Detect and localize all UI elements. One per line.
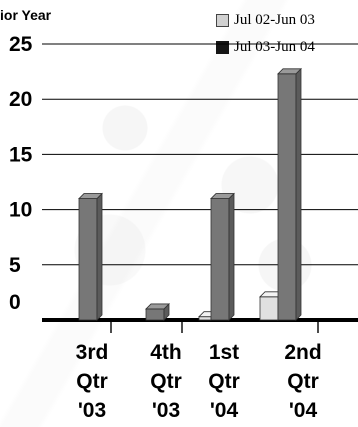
y-tick-label-10: 10 (9, 199, 32, 222)
x-category-label-3-line-2: Qtr (208, 370, 240, 393)
bar-side-series-2-category-1 (96, 192, 103, 321)
bar-side-series-2-category-4 (295, 67, 302, 321)
x-category-label-2-line-2: Qtr (150, 370, 182, 393)
x-category-label-4-line-3: '04 (289, 399, 318, 422)
bar-series-1-category-3 (198, 316, 212, 321)
bar-top-series-2-category-3 (210, 193, 235, 199)
bar-series-2-category-1 (78, 198, 98, 321)
x-category-label-2-line-3: '03 (152, 399, 180, 422)
bar-top-series-2-category-4 (277, 68, 302, 75)
x-category-label-3-line-3: '04 (210, 399, 239, 422)
x-category-label-1-line-1: 3rd (76, 341, 109, 364)
legend-label-series-1: Jul 02-Jun 03 (234, 12, 315, 28)
legend-item-series-1: Jul 02-Jun 03 (216, 7, 315, 34)
legend: Jul 02-Jun 03 Jul 03-Jun 04 (216, 7, 315, 61)
y-tick-label-0: 0 (9, 291, 21, 314)
legend-swatch-series-1 (216, 14, 229, 27)
bar-series-1-category-4 (259, 296, 279, 321)
bar-side-series-2-category-3 (228, 192, 235, 321)
y-tick-label-25: 25 (9, 33, 33, 56)
bar-series-2-category-2 (145, 308, 165, 321)
x-category-label-4-line-1: 2nd (284, 341, 321, 364)
x-category-label-1-line-2: Qtr (76, 370, 108, 393)
bar-series-2-category-3 (210, 198, 230, 321)
y-tick-label-5: 5 (9, 254, 21, 277)
legend-label-series-2: Jul 03-Jun 04 (234, 39, 315, 55)
chart-title: ior Year (0, 7, 52, 23)
x-category-label-4-line-2: Qtr (287, 370, 319, 393)
x-category-label-1-line-3: '03 (78, 399, 106, 422)
y-tick-label-20: 20 (9, 88, 32, 111)
bar-top-series-2-category-2 (145, 303, 170, 310)
x-category-label-3-line-1: 1st (209, 341, 239, 364)
x-category-label-2-line-1: 4th (150, 341, 182, 364)
bar-top-series-2-category-1 (78, 193, 103, 199)
y-tick-label-15: 15 (9, 143, 33, 166)
bar-series-2-category-4 (277, 73, 297, 321)
